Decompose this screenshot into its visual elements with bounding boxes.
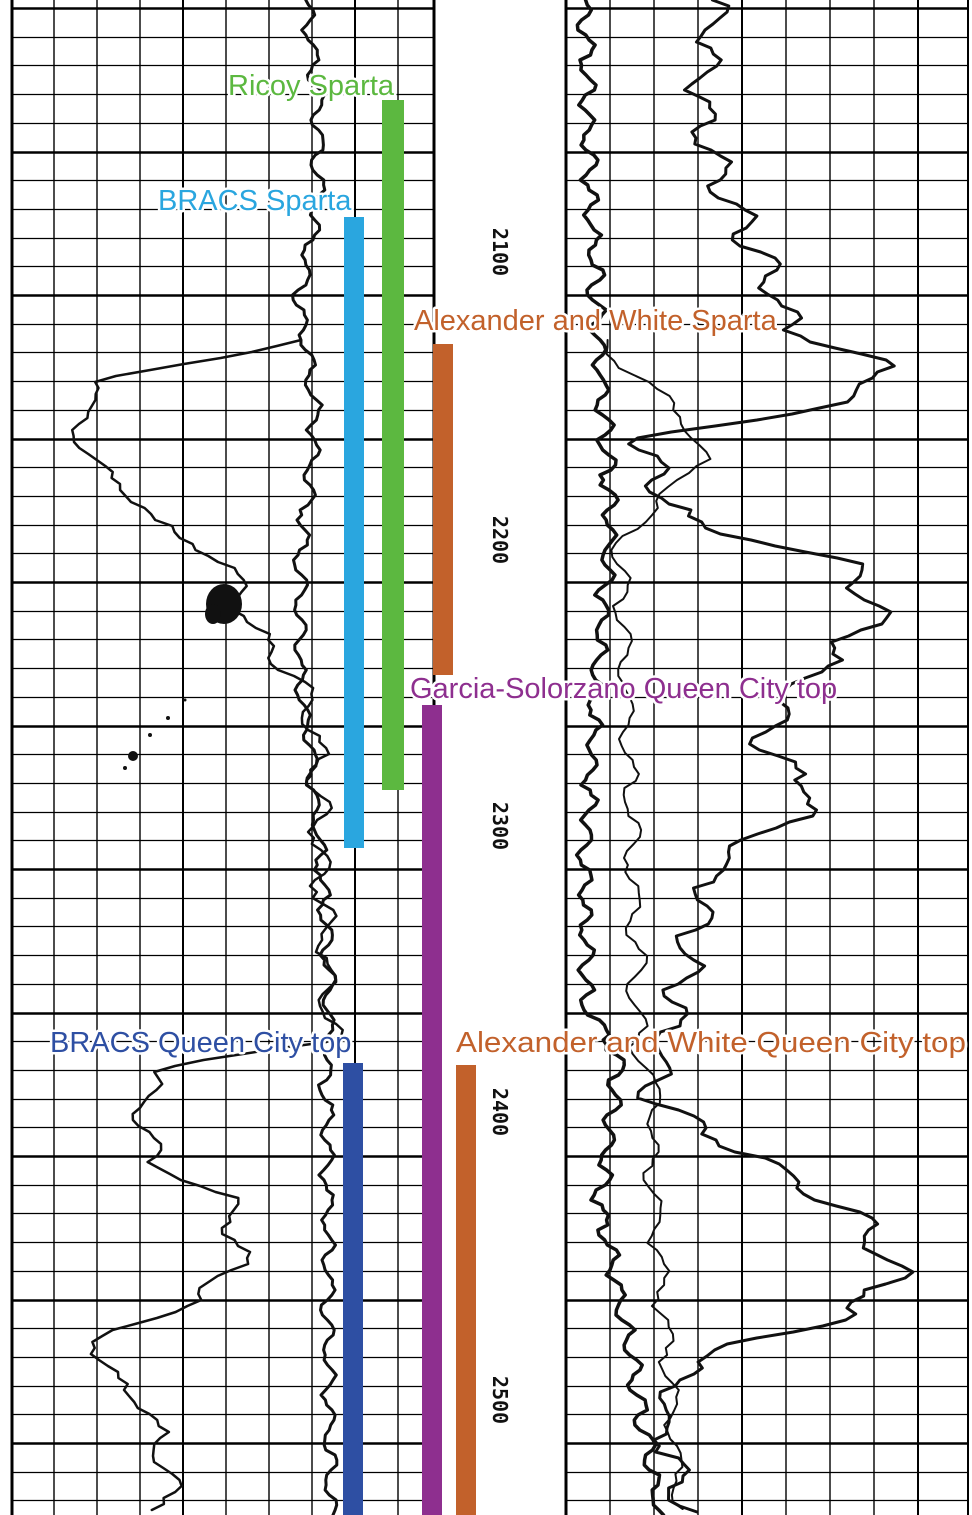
alexander-white-queen-city-label: Alexander and White Queen City top xyxy=(456,1027,966,1059)
alexander-white-sparta-label: Alexander and White Sparta xyxy=(414,305,778,337)
depth-label-2100: 2100 xyxy=(488,228,512,276)
bracs-queen-city-label: BRACS Queen City top xyxy=(50,1027,351,1059)
log-curves xyxy=(70,0,915,1515)
left-sp-curve xyxy=(291,0,339,1515)
garcia-solorzano-queen-city-label: Garcia-Solorzano Queen City top xyxy=(410,673,837,705)
depth-label-2300: 2300 xyxy=(488,802,512,850)
ricoy-sparta-label: Ricoy Sparta xyxy=(228,70,395,102)
bracs-sparta-label: BRACS Sparta xyxy=(158,185,352,217)
bracs-sparta-bar xyxy=(344,217,364,848)
bracs-queen-city-bar xyxy=(343,1063,363,1515)
ink-blot xyxy=(123,584,242,770)
left-resistivity-curve xyxy=(70,338,344,1512)
alexander-white-sparta-bar xyxy=(433,344,453,675)
pick-labels: Ricoy Sparta BRACS Sparta Alexander and … xyxy=(48,68,969,1062)
depth-label-2500: 2500 xyxy=(488,1376,512,1424)
alexander-white-queen-city-bar xyxy=(456,1065,476,1515)
depth-label-2200: 2200 xyxy=(488,516,512,564)
pick-bars xyxy=(343,100,476,1515)
garcia-solorzano-queen-city-bar xyxy=(422,705,442,1515)
ricoy-sparta-bar xyxy=(382,100,404,790)
depth-label-2400: 2400 xyxy=(488,1088,512,1136)
depth-labels: 2100 2200 2300 2400 2500 xyxy=(488,228,512,1424)
right-resistivity-curve xyxy=(627,0,915,1514)
right-short-normal-curve xyxy=(605,339,712,1510)
right-sp-curve xyxy=(574,0,666,1515)
